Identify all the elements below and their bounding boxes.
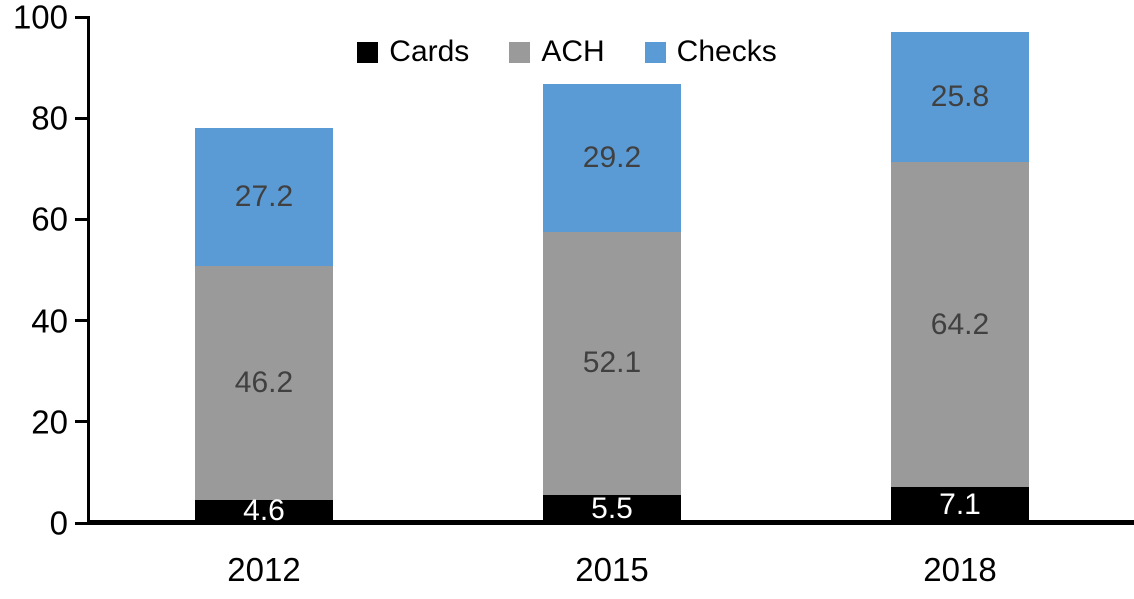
bar-value-label: 52.1	[582, 346, 642, 380]
y-axis-tick-label: 20	[31, 403, 68, 441]
plot-area: 4.6 46.2 27.2 5.5 52.1 29.2 7.1 64.2 25.8	[90, 17, 1134, 526]
bar-value-label: 64.2	[930, 307, 990, 341]
legend-label: Cards	[389, 35, 470, 68]
y-axis-tick	[75, 116, 88, 120]
y-axis-line	[87, 16, 90, 523]
y-axis-tick	[75, 521, 88, 525]
chart-legend: Cards ACH Checks	[0, 37, 1134, 67]
bar-segment-ach-2018: 64.2	[891, 162, 1029, 488]
y-axis-tick-label: 80	[31, 99, 68, 137]
bar-value-label: 7.1	[939, 488, 981, 522]
legend-item-checks: Checks	[644, 35, 777, 68]
legend-marker-icon	[644, 41, 666, 63]
bar-segment-ach-2015: 52.1	[543, 231, 681, 496]
bar-segment-cards-2015: 5.5	[543, 492, 681, 526]
y-axis-tick	[75, 15, 88, 19]
bar-segment-checks-2018: 25.8	[891, 31, 1029, 163]
y-axis-tick-label: 40	[31, 302, 68, 340]
bar-2012: 4.6 46.2 27.2	[195, 17, 333, 526]
y-axis-tick-label: 60	[31, 200, 68, 238]
bar-value-label: 46.2	[234, 365, 294, 399]
bar-value-label: 4.6	[243, 494, 285, 528]
legend-label: Checks	[676, 35, 777, 68]
bar-segment-checks-2015: 29.2	[543, 83, 681, 232]
y-axis-tick-label: 0	[49, 504, 68, 542]
bar-value-label: 5.5	[591, 492, 633, 526]
legend-marker-icon	[357, 41, 379, 63]
legend-item-ach: ACH	[509, 35, 605, 68]
bar-2018: 7.1 64.2 25.8	[891, 17, 1029, 523]
y-axis-tick	[75, 217, 88, 221]
bar-segment-ach-2012: 46.2	[195, 265, 333, 500]
legend-label: ACH	[541, 35, 605, 68]
x-axis-category-label: 2018	[923, 551, 997, 588]
y-axis-tick	[75, 319, 88, 323]
bar-2015: 5.5 52.1 29.2	[543, 17, 681, 526]
legend-item-cards: Cards	[357, 37, 469, 67]
legend-marker-icon	[509, 41, 531, 63]
y-axis-tick	[75, 420, 88, 424]
bar-segment-checks-2012: 27.2	[195, 128, 333, 266]
x-axis-category-label: 2012	[227, 551, 301, 588]
bar-value-label: 25.8	[930, 79, 990, 113]
bar-segment-cards-2018: 7.1	[891, 487, 1029, 523]
bar-value-label: 27.2	[234, 180, 294, 214]
y-axis-tick-label: 100	[12, 0, 68, 36]
bar-value-label: 29.2	[582, 140, 642, 174]
bar-segment-cards-2012: 4.6	[195, 496, 333, 526]
x-axis-category-label: 2015	[575, 551, 649, 588]
